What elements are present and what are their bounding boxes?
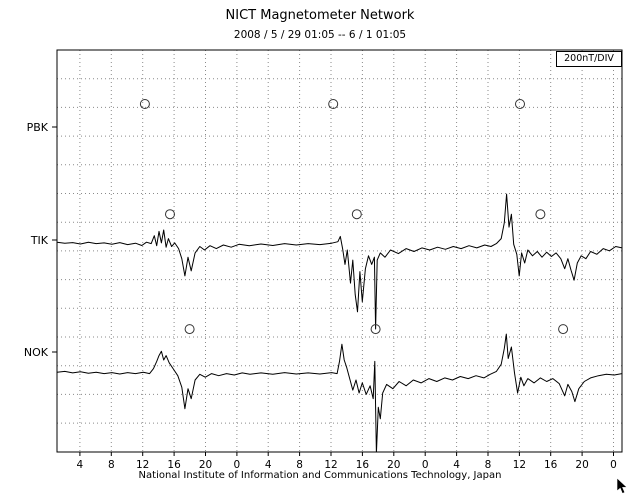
local-noon-marker	[515, 99, 525, 109]
x-tick-label: 12	[513, 459, 526, 471]
x-tick-label: 16	[356, 459, 370, 471]
x-tick-label: 16	[167, 459, 181, 471]
x-tick-label: 8	[485, 459, 492, 471]
local-noon-marker	[351, 209, 362, 220]
plot-frame	[56, 49, 623, 453]
station-label-pbk: PBK	[27, 121, 49, 134]
x-tick-label: 12	[324, 459, 337, 471]
x-tick-label: 0	[610, 459, 617, 471]
magnetogram-traces	[57, 193, 622, 452]
local-noon-marker	[370, 324, 381, 335]
x-tick-label: 20	[575, 459, 588, 471]
x-tick-label: 8	[108, 459, 115, 471]
station-label-nok: NOK	[24, 346, 49, 359]
x-tick-label: 20	[199, 459, 212, 471]
footer-text: National Institute of Information and Co…	[138, 470, 502, 481]
local-noon-marker	[535, 209, 546, 220]
x-tick-label: 4	[453, 459, 460, 471]
cursor-icon	[616, 478, 628, 494]
chart-title: NICT Magnetometer Network	[225, 8, 415, 23]
grid-lines	[57, 50, 622, 452]
station-label-tik: TIK	[30, 234, 49, 247]
trace-tik	[57, 193, 622, 330]
local-noon-marker	[165, 209, 175, 220]
scale-per-division-label: 200nT/DIV	[556, 51, 622, 67]
local-noon-marker	[184, 324, 195, 335]
local-noon-marker	[328, 99, 339, 109]
x-tick-label: 8	[296, 459, 303, 471]
x-tick-label: 16	[544, 459, 558, 471]
x-tick-label: 4	[77, 459, 84, 471]
x-tick-label: 0	[422, 459, 429, 471]
trace-nok	[57, 333, 622, 452]
x-tick-label: 12	[136, 459, 149, 471]
axis-labels: 4 8 12 16 20 0 4 8 12 16 20 0 4 8 12 16 20 0 PBK TIK NOK	[24, 121, 617, 471]
x-tick-label: 0	[234, 459, 241, 471]
x-tick-label: 4	[265, 459, 272, 471]
x-tick-label: 20	[387, 459, 400, 471]
local-noon-marker	[558, 324, 569, 335]
axis-frame	[52, 49, 623, 456]
local-noon-marker	[139, 99, 150, 109]
chart-subtitle: 2008 / 5 / 29 01:05 -- 6 / 1 01:05	[233, 29, 407, 41]
noon-markers	[139, 99, 569, 335]
